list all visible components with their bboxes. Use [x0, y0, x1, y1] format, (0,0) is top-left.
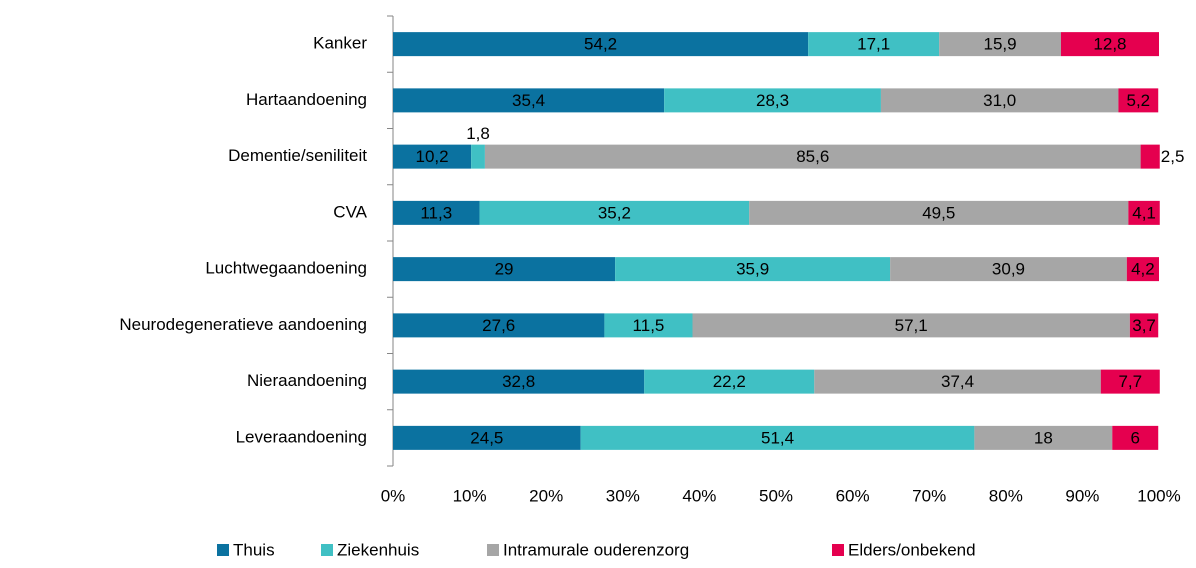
- data-label: 35,2: [598, 203, 631, 222]
- data-label: 57,1: [895, 316, 928, 335]
- data-label: 31,0: [983, 91, 1016, 110]
- data-label: 2,5: [1161, 147, 1185, 166]
- bar-segment: [1118, 88, 1159, 113]
- legend-swatch: [832, 544, 844, 556]
- x-tick-label: 60%: [836, 486, 870, 505]
- y-tick-label: Neurodegeneratieve aandoening: [119, 315, 367, 334]
- data-label: 7,7: [1118, 372, 1142, 391]
- x-tick-label: 80%: [989, 486, 1023, 505]
- bar-segment: [393, 88, 665, 113]
- data-label: 35,9: [736, 260, 769, 279]
- bar-segment: [1126, 257, 1159, 282]
- bar-segment: [479, 200, 750, 225]
- x-tick-label: 50%: [759, 486, 793, 505]
- data-label: 85,6: [796, 147, 829, 166]
- data-label: 37,4: [941, 372, 974, 391]
- data-label: 28,3: [756, 91, 789, 110]
- data-label: 32,8: [502, 372, 535, 391]
- bar-segment: [393, 200, 480, 225]
- data-label: 29: [495, 260, 514, 279]
- y-tick-label: Nieraandoening: [247, 371, 367, 390]
- x-tick-label: 30%: [606, 486, 640, 505]
- y-tick-label: Kanker: [313, 34, 367, 53]
- data-label: 4,2: [1131, 260, 1155, 279]
- bar-segment: [1100, 369, 1160, 394]
- y-tick-label: Hartaandoening: [246, 90, 367, 109]
- x-tick-label: 0%: [381, 486, 406, 505]
- bar-segment: [880, 88, 1119, 113]
- data-label: 35,4: [512, 91, 545, 110]
- bar-segment: [1128, 200, 1160, 225]
- data-label: 11,3: [420, 203, 452, 222]
- x-tick-label: 100%: [1137, 486, 1180, 505]
- data-label: 5,2: [1126, 91, 1150, 110]
- y-tick-label: Luchtwegaandoening: [205, 259, 367, 278]
- x-tick-label: 90%: [1065, 486, 1099, 505]
- data-label: 54,2: [584, 35, 617, 54]
- bar-segment: [393, 425, 581, 450]
- bar-segment: [644, 369, 815, 394]
- bar-segment: [393, 32, 809, 57]
- legend-label: Thuis: [233, 540, 275, 559]
- data-label: 15,9: [984, 35, 1017, 54]
- bar-segment: [1060, 32, 1159, 57]
- bar-segment: [1129, 313, 1159, 338]
- data-label: 6: [1131, 428, 1140, 447]
- bar-segment: [1112, 425, 1159, 450]
- x-tick-label: 20%: [529, 486, 563, 505]
- data-label: 17,1: [857, 35, 890, 54]
- bar-segment: [393, 313, 605, 338]
- legend-label: Elders/onbekend: [848, 540, 976, 559]
- data-label: 24,5: [470, 428, 503, 447]
- x-tick-label: 40%: [682, 486, 716, 505]
- bar-segment: [393, 369, 645, 394]
- y-tick-label: CVA: [333, 202, 367, 221]
- data-label: 4,1: [1132, 203, 1156, 222]
- bar-segment: [580, 425, 975, 450]
- data-label: 49,5: [922, 203, 955, 222]
- bar-segment: [808, 32, 940, 57]
- legend-label: Intramurale ouderenzorg: [503, 540, 689, 559]
- data-label: 51,4: [761, 428, 794, 447]
- legend-swatch: [217, 544, 229, 556]
- x-tick-label: 10%: [453, 486, 487, 505]
- bar-segment: [974, 425, 1113, 450]
- bar-segment: [393, 144, 472, 169]
- legend-swatch: [487, 544, 499, 556]
- legend-swatch: [321, 544, 333, 556]
- y-tick-label: Leveraandoening: [236, 427, 367, 446]
- data-label: 11,5: [633, 316, 665, 335]
- bar-segment: [471, 144, 485, 169]
- bar-segment: [749, 200, 1129, 225]
- bar-segment: [692, 313, 1130, 338]
- data-label: 1,8: [466, 124, 490, 143]
- data-label: 18: [1034, 428, 1053, 447]
- data-label: 3,7: [1132, 316, 1156, 335]
- bar-segment: [1140, 144, 1160, 169]
- legend-label: Ziekenhuis: [337, 540, 419, 559]
- bar-segment: [484, 144, 1141, 169]
- data-label: 12,8: [1093, 35, 1126, 54]
- data-label: 10,2: [416, 147, 449, 166]
- bar-segment: [393, 257, 616, 282]
- data-label: 22,2: [713, 372, 746, 391]
- bar-segment: [615, 257, 891, 282]
- bar-segment: [664, 88, 881, 113]
- bar-segment: [604, 313, 693, 338]
- bar-segment: [939, 32, 1061, 57]
- bar-segment: [814, 369, 1101, 394]
- data-label: 30,9: [992, 260, 1025, 279]
- x-tick-label: 70%: [912, 486, 946, 505]
- data-label: 27,6: [482, 316, 515, 335]
- y-tick-label: Dementie/seniliteit: [228, 146, 367, 165]
- bar-segment: [890, 257, 1127, 282]
